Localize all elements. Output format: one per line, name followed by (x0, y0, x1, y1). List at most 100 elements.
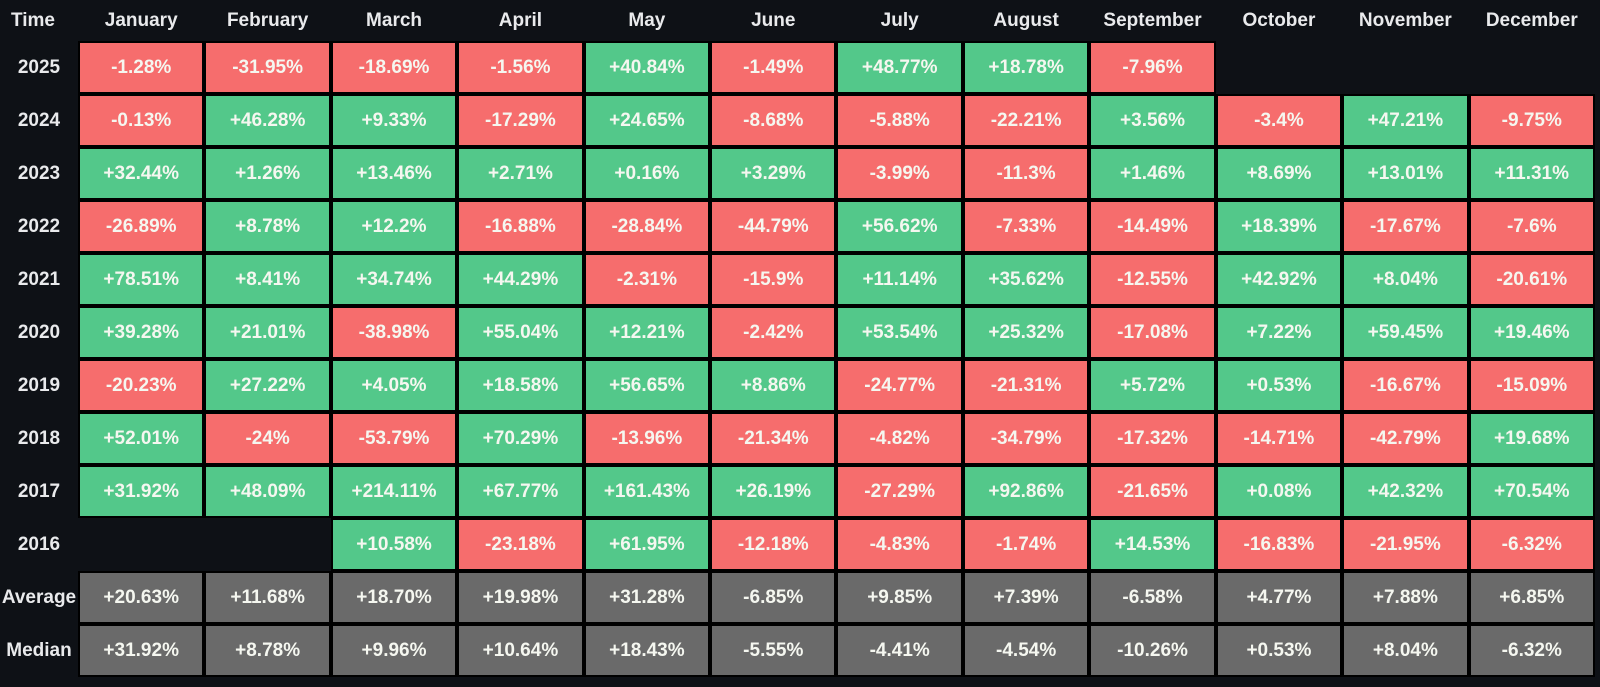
empty-cell (1469, 41, 1595, 94)
row-label-2016: 2016 (17, 533, 61, 555)
return-cell-2021-june: -15.9% (710, 253, 837, 306)
return-cell-2023-september: +1.46% (1089, 147, 1216, 200)
return-cell-2018-september: -17.32% (1089, 412, 1216, 465)
return-cell-2022-october: +18.39% (1215, 200, 1343, 253)
return-cell-2021-january: +78.51% (78, 253, 205, 306)
return-cell-2017-october: +0.08% (1215, 465, 1343, 518)
return-cell-2016-may: +61.95% (583, 518, 711, 571)
return-cell-2016-november: -21.95% (1342, 518, 1469, 571)
return-cell-2023-june: +3.29% (710, 147, 837, 200)
return-cell-2019-may: +56.65% (583, 359, 711, 412)
return-cell-2023-august: -11.3% (962, 147, 1090, 200)
return-cell-2023-march: +13.46% (330, 147, 458, 200)
return-cell-2018-may: -13.96% (583, 412, 711, 465)
return-cell-2020-august: +25.32% (962, 306, 1090, 359)
row-label-2017: 2017 (17, 480, 61, 502)
return-cell-2018-august: -34.79% (962, 412, 1090, 465)
return-cell-median-march: +9.96% (330, 624, 458, 677)
return-cell-2020-december: +19.46% (1468, 306, 1595, 359)
return-cell-2022-february: +8.78% (204, 200, 331, 253)
return-cell-2018-april: +70.29% (457, 412, 584, 465)
return-cell-2020-september: -17.08% (1089, 306, 1216, 359)
return-cell-2021-september: -12.55% (1089, 253, 1216, 306)
empty-cell (78, 518, 204, 571)
return-cell-2019-february: +27.22% (204, 359, 331, 412)
month-header-august: August (993, 9, 1059, 31)
return-cell-2021-december: -20.61% (1468, 253, 1595, 306)
return-cell-2020-november: +59.45% (1342, 306, 1469, 359)
return-cell-2017-february: +48.09% (204, 465, 331, 518)
empty-cell (1216, 41, 1342, 94)
month-header-february: February (226, 9, 309, 31)
return-cell-2018-december: +19.68% (1468, 412, 1595, 465)
empty-cell (204, 518, 330, 571)
return-cell-2022-august: -7.33% (962, 200, 1090, 253)
month-header-march: March (366, 9, 423, 31)
return-cell-median-december: -6.32% (1468, 624, 1595, 677)
return-cell-2019-april: +18.58% (457, 359, 584, 412)
return-cell-2017-december: +70.54% (1468, 465, 1595, 518)
return-cell-2025-august: +18.78% (962, 41, 1090, 94)
return-cell-2017-september: -21.65% (1089, 465, 1216, 518)
month-header-november: November (1358, 9, 1452, 31)
return-cell-2024-december: -9.75% (1468, 94, 1595, 147)
row-label-median: Median (6, 639, 72, 661)
return-cell-average-october: +4.77% (1215, 571, 1343, 624)
return-cell-2024-may: +24.65% (583, 94, 711, 147)
return-cell-2016-september: +14.53% (1089, 518, 1216, 571)
return-cell-average-april: +19.98% (457, 571, 584, 624)
return-cell-2017-november: +42.32% (1342, 465, 1469, 518)
return-cell-2024-august: -22.21% (962, 94, 1090, 147)
return-cell-2016-april: -23.18% (457, 518, 584, 571)
return-cell-2022-september: -14.49% (1089, 200, 1216, 253)
return-cell-2025-may: +40.84% (583, 41, 711, 94)
return-cell-2024-april: -17.29% (457, 94, 584, 147)
return-cell-average-august: +7.39% (962, 571, 1090, 624)
month-header-july: July (880, 9, 919, 31)
return-cell-2023-january: +32.44% (78, 147, 205, 200)
return-cell-2020-may: +12.21% (583, 306, 711, 359)
return-cell-2019-january: -20.23% (78, 359, 205, 412)
return-cell-average-january: +20.63% (78, 571, 205, 624)
return-cell-2017-january: +31.92% (78, 465, 205, 518)
return-cell-2025-january: -1.28% (78, 41, 205, 94)
return-cell-median-july: -4.41% (836, 624, 963, 677)
return-cell-median-november: +8.04% (1342, 624, 1469, 677)
return-cell-2016-june: -12.18% (710, 518, 837, 571)
row-label-2023: 2023 (17, 162, 61, 184)
return-cell-2023-december: +11.31% (1468, 147, 1595, 200)
return-cell-2023-april: +2.71% (457, 147, 584, 200)
return-cell-2016-december: -6.32% (1468, 518, 1595, 571)
return-cell-2016-march: +10.58% (330, 518, 458, 571)
return-cell-2021-november: +8.04% (1342, 253, 1469, 306)
row-label-2025: 2025 (17, 56, 61, 78)
return-cell-2023-february: +1.26% (204, 147, 331, 200)
return-cell-2019-august: -21.31% (962, 359, 1090, 412)
return-cell-2021-july: +11.14% (836, 253, 963, 306)
return-cell-2022-november: -17.67% (1342, 200, 1469, 253)
return-cell-2020-july: +53.54% (836, 306, 963, 359)
return-cell-median-august: -4.54% (962, 624, 1090, 677)
return-cell-2022-may: -28.84% (583, 200, 711, 253)
row-label-2020: 2020 (17, 321, 61, 343)
return-cell-2018-january: +52.01% (78, 412, 205, 465)
return-cell-2023-november: +13.01% (1342, 147, 1469, 200)
row-label-average: Average (1, 586, 77, 608)
return-cell-2019-december: -15.09% (1468, 359, 1595, 412)
return-cell-2024-july: -5.88% (836, 94, 963, 147)
return-cell-2016-august: -1.74% (962, 518, 1090, 571)
return-cell-2017-march: +214.11% (330, 465, 458, 518)
return-cell-2018-october: -14.71% (1215, 412, 1343, 465)
return-cell-median-september: -10.26% (1089, 624, 1216, 677)
return-cell-2019-october: +0.53% (1215, 359, 1343, 412)
return-cell-2018-june: -21.34% (710, 412, 837, 465)
return-cell-2020-january: +39.28% (78, 306, 205, 359)
return-cell-2020-october: +7.22% (1215, 306, 1343, 359)
month-header-september: September (1103, 9, 1202, 31)
return-cell-average-february: +11.68% (204, 571, 331, 624)
return-cell-2020-april: +55.04% (457, 306, 584, 359)
return-cell-2024-january: -0.13% (78, 94, 205, 147)
return-cell-2023-may: +0.16% (583, 147, 711, 200)
return-cell-2016-july: -4.83% (836, 518, 963, 571)
